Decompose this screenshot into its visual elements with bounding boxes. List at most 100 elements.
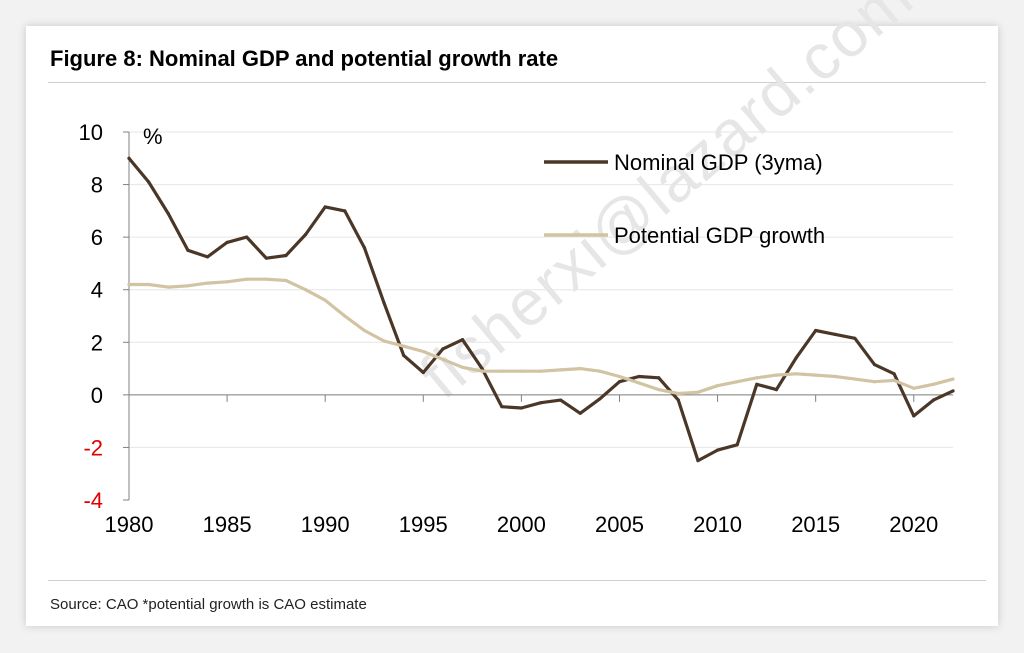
data-point (676, 391, 680, 396)
data-point (264, 277, 268, 281)
data-point (402, 344, 406, 348)
data-point (735, 443, 739, 447)
data-point (480, 369, 484, 373)
data-point (460, 365, 465, 369)
data-point (284, 278, 288, 283)
data-point (147, 180, 151, 184)
data-point (480, 366, 484, 371)
data-point (598, 369, 602, 373)
data-point (892, 372, 896, 376)
data-point (912, 414, 916, 418)
data-point (343, 209, 347, 213)
data-point (774, 388, 779, 392)
data-point (500, 405, 504, 409)
data-point (362, 246, 367, 250)
data-point (657, 376, 661, 380)
data-point (637, 381, 641, 385)
line-chart: 10 8 6 4 2 0 -2 -4% 1980 1985 1990 1995 2000 2005 2010… (79, 120, 955, 537)
y-tick-label: 4 (91, 278, 103, 303)
data-point (794, 372, 798, 376)
data-point (303, 232, 308, 237)
data-point (186, 248, 190, 252)
data-point (284, 253, 288, 258)
data-point (755, 382, 759, 386)
data-point (245, 277, 249, 281)
data-point (460, 338, 465, 342)
data-point (559, 368, 563, 372)
data-point (343, 314, 347, 318)
y-tick-label: -4 (83, 488, 103, 513)
data-point (833, 332, 837, 336)
data-point (539, 401, 543, 405)
data-point (931, 382, 935, 386)
data-point (205, 281, 210, 285)
data-point (264, 256, 268, 260)
grid-layer (129, 131, 953, 448)
data-point (892, 378, 896, 382)
data-point (814, 328, 818, 333)
x-tick-label: 2000 (497, 512, 546, 537)
x-tick-label: 1980 (105, 512, 154, 537)
x-tick-label: 1995 (399, 512, 448, 537)
x-tick-label: 1990 (301, 512, 350, 537)
x-tick-label: 2015 (791, 512, 840, 537)
title-divider (48, 82, 986, 83)
y-tick-label: 6 (91, 225, 103, 250)
data-point (127, 282, 131, 287)
data-point (519, 406, 523, 410)
data-point (245, 235, 249, 239)
x-tick-label: 2005 (595, 512, 644, 537)
data-point (853, 336, 857, 340)
data-point (559, 398, 563, 402)
data-point (872, 363, 877, 367)
data-point (676, 398, 680, 402)
source-note: Source: CAO *potential growth is CAO est… (50, 596, 367, 613)
series-layer (127, 156, 955, 463)
figure-title: Figure 8: Nominal GDP and potential grow… (50, 46, 559, 71)
data-point (715, 384, 720, 388)
data-point (814, 373, 818, 377)
data-point (598, 397, 602, 401)
data-point (794, 356, 798, 360)
data-point (774, 373, 779, 377)
series-line-0 (127, 156, 955, 463)
axis-layer: 10 8 6 4 2 0 -2 -4% 1980 1985 1990 1995 2000 2005 2010… (79, 120, 953, 537)
y-tick-label: 0 (91, 383, 103, 408)
y-tick-label: 10 (79, 120, 103, 145)
y-tick-label: 2 (91, 330, 103, 355)
legend-label: Nominal GDP (3yma) (614, 150, 823, 175)
data-point (735, 380, 739, 384)
data-point (696, 458, 700, 463)
data-point (225, 280, 229, 284)
data-point (931, 398, 935, 402)
data-point (872, 380, 877, 384)
y-tick-label: -2 (83, 435, 103, 460)
data-point (441, 357, 445, 361)
data-point (147, 282, 151, 287)
data-point (382, 301, 386, 305)
data-point (755, 376, 759, 380)
x-tick-label: 1985 (203, 512, 252, 537)
data-point (166, 285, 170, 289)
data-point (127, 156, 131, 160)
data-point (421, 370, 425, 375)
data-point (205, 255, 210, 259)
data-point (715, 448, 720, 452)
data-point (951, 389, 955, 393)
data-point (303, 288, 308, 292)
y-tick-label: 8 (91, 173, 103, 198)
data-point (323, 298, 327, 302)
series-line-1 (127, 277, 955, 396)
data-point (657, 388, 661, 392)
data-point (696, 390, 700, 394)
data-point (421, 349, 425, 354)
data-point (225, 240, 229, 244)
data-point (362, 328, 367, 333)
data-point (382, 339, 386, 343)
figure-card: Figure 8: Nominal GDP and potential grow… (26, 0, 998, 626)
data-point (500, 369, 504, 373)
data-point (578, 411, 582, 415)
legend-label: Potential GDP growth (614, 223, 825, 248)
data-point (853, 377, 857, 381)
data-point (323, 205, 327, 209)
